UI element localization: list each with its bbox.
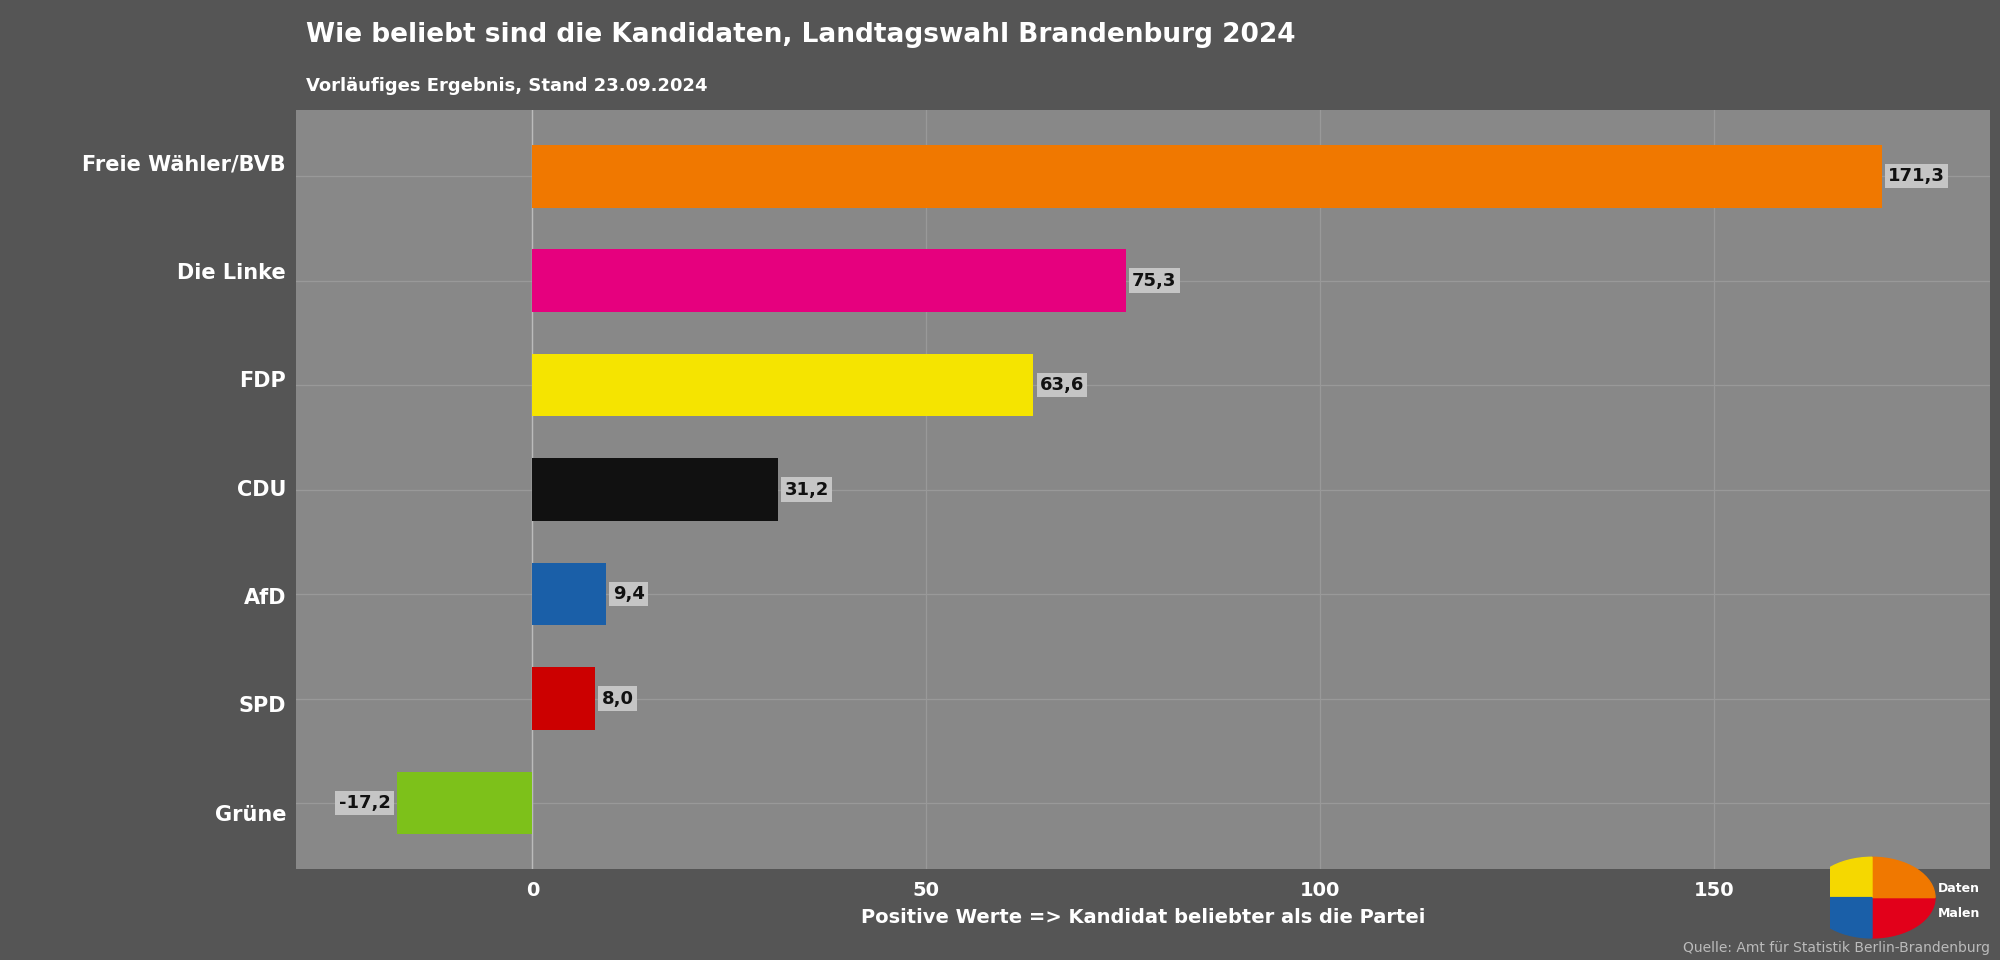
Text: SPD: SPD (238, 696, 286, 716)
Wedge shape (1808, 898, 1872, 938)
Text: -17,2: -17,2 (338, 794, 390, 812)
Text: AfD: AfD (244, 588, 286, 608)
Bar (396, 772, 532, 834)
Bar (532, 145, 1882, 207)
Wedge shape (1872, 898, 1936, 938)
Text: 75,3: 75,3 (1132, 272, 1176, 290)
Bar (532, 458, 778, 521)
Text: Freie Wähler/BVB: Freie Wähler/BVB (82, 155, 286, 175)
Text: 8,0: 8,0 (602, 689, 634, 708)
Text: Wie beliebt sind die Kandidaten, Landtagswahl Brandenburg 2024: Wie beliebt sind die Kandidaten, Landtag… (306, 22, 1296, 48)
Text: 31,2: 31,2 (784, 481, 828, 498)
X-axis label: Positive Werte => Kandidat beliebter als die Partei: Positive Werte => Kandidat beliebter als… (860, 908, 1426, 927)
Text: 171,3: 171,3 (1888, 167, 1946, 185)
Bar (532, 667, 596, 730)
Wedge shape (1872, 857, 1936, 898)
Text: Vorläufiges Ergebnis, Stand 23.09.2024: Vorläufiges Ergebnis, Stand 23.09.2024 (306, 77, 708, 95)
Text: 9,4: 9,4 (612, 585, 644, 603)
Text: Quelle: Amt für Statistik Berlin-Brandenburg: Quelle: Amt für Statistik Berlin-Branden… (1684, 941, 1990, 955)
Bar (532, 250, 1126, 312)
Text: 63,6: 63,6 (1040, 376, 1084, 395)
Wedge shape (1808, 857, 1872, 898)
Text: Daten: Daten (1938, 881, 1980, 895)
Text: Grüne: Grüne (214, 804, 286, 825)
Text: FDP: FDP (240, 372, 286, 392)
Text: Malen: Malen (1938, 907, 1980, 921)
Bar (532, 354, 1034, 417)
Text: Die Linke: Die Linke (178, 263, 286, 283)
Text: CDU: CDU (236, 480, 286, 499)
Bar (532, 563, 606, 625)
